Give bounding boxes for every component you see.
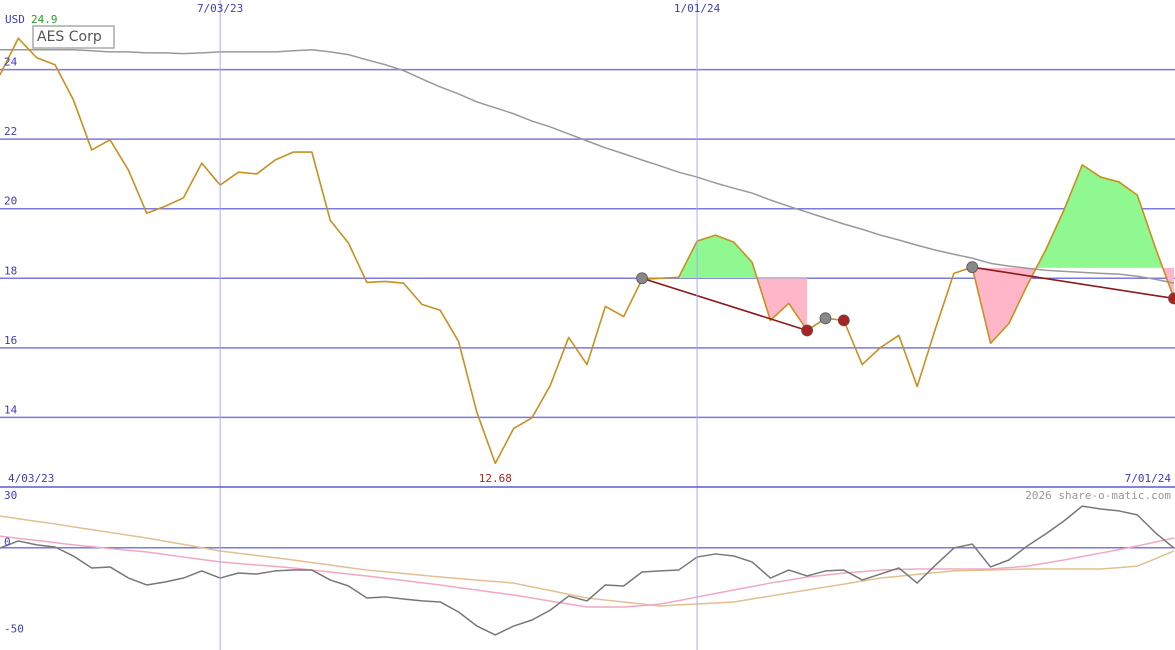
trend-line — [972, 266, 1175, 300]
y-tick-label: 14 — [4, 403, 18, 416]
x-tick-label: 7/03/23 — [197, 2, 243, 15]
marker — [801, 324, 814, 337]
y-tick-label: 18 — [4, 264, 17, 277]
y-axis-label: USD — [5, 13, 25, 26]
x-tick-label: 7/01/24 — [1125, 472, 1172, 485]
series-line — [0, 505, 1175, 636]
band-above — [660, 235, 758, 279]
band-below — [972, 267, 1174, 344]
y-tick-label: 0 — [4, 536, 11, 549]
y-tick-label: 30 — [4, 489, 17, 502]
y-tick-label: 16 — [4, 334, 17, 347]
chart-title: AES Corp — [37, 29, 102, 45]
title-box — [32, 25, 115, 49]
marker — [1168, 292, 1175, 305]
max-label: 24.9 — [31, 13, 58, 26]
x-tick-label: 1/01/24 — [674, 2, 721, 15]
lower-panel — [0, 505, 1175, 636]
min-label: 12.68 — [479, 472, 512, 485]
trend-line — [641, 277, 808, 332]
band-above — [972, 164, 1174, 268]
series-line — [0, 37, 1175, 465]
marker — [837, 314, 850, 327]
series-line — [0, 515, 1175, 607]
band-below — [642, 278, 808, 331]
series-line — [0, 535, 1175, 608]
marker — [966, 261, 979, 274]
marker — [819, 312, 832, 325]
x-tick-label: 4/03/23 — [8, 472, 54, 485]
y-tick-label: 20 — [4, 195, 17, 208]
main-panel — [0, 37, 1175, 465]
series-line — [0, 48, 1175, 284]
source: 2026 share-o-matic.com — [1025, 489, 1171, 502]
marker — [636, 272, 648, 285]
y-tick-label: 22 — [4, 125, 17, 138]
y-tick-label: -50 — [4, 622, 24, 635]
y-tick-label: 24 — [4, 56, 18, 69]
